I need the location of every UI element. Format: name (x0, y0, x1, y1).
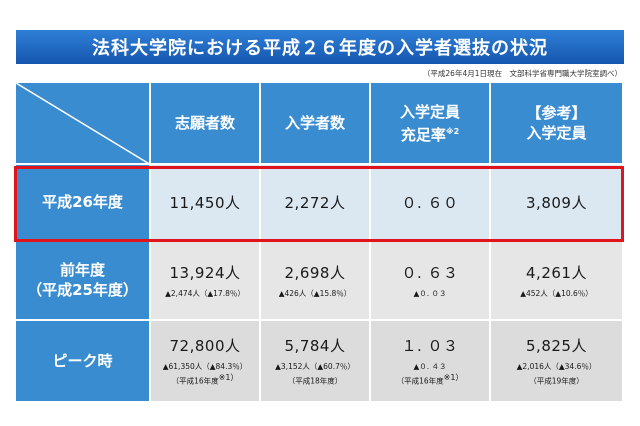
table-cell: 11,450人 (151, 165, 261, 241)
cell-value: 11,450人 (169, 193, 241, 212)
cell-change: ▲０. ０３ (413, 288, 447, 298)
table-cell: 2,698人 ▲426人（▲15.8％） (261, 241, 371, 321)
cell-peak-year: （平成16年度※1） (396, 373, 464, 386)
cell-change: ▲426人（▲15.8％） (278, 288, 352, 298)
column-header-applicants: 志願者数 (151, 83, 261, 165)
cell-value: 2,272人 (284, 193, 346, 212)
column-header-label: 志願者数 (174, 114, 235, 132)
table-cell: 3,809人 (491, 165, 624, 241)
cell-value: １. ０３ (401, 337, 459, 356)
table-cell: 2,272人 (261, 165, 371, 241)
cell-change: ▲０. ４３ (413, 362, 447, 372)
column-header-label-line2: 充足率※2 (400, 125, 460, 144)
cell-value: 3,809人 (526, 193, 587, 212)
column-header-fill-rate: 入学定員 充足率※2 (371, 83, 491, 165)
cell-change: ▲3,152人（▲60.7％） (275, 362, 355, 372)
cell-peak-year: （平成19年度） (529, 376, 584, 386)
cell-change: ▲452人（▲10.6％） (520, 288, 593, 298)
row-header-label: ピーク時 (52, 352, 113, 370)
column-header-label: 入学定員 (399, 102, 460, 121)
table-cell: 72,800人 ▲61,350人（▲84.3％） （平成16年度※1） (151, 321, 261, 403)
cell-change: ▲61,350人（▲84.3％） (162, 362, 248, 372)
row-header-label-line2: （平成25年度） (27, 281, 138, 299)
corner-diagonal (16, 83, 151, 165)
column-header-capacity: 【参考】 入学定員 (491, 83, 624, 165)
cell-peak-year: （平成18年度） (287, 376, 343, 386)
cell-value: 4,261人 (526, 263, 587, 282)
table-corner (16, 83, 151, 165)
footnote-mark: ※2 (445, 126, 460, 136)
row-header-label: 平成26年度 (42, 193, 123, 211)
page-title: 法科大学院における平成２６年度の入学者選抜の状況 (16, 30, 624, 64)
column-header-enrolled: 入学者数 (261, 83, 371, 165)
cell-value: 5,784人 (284, 337, 346, 356)
table-cell: 4,261人 ▲452人（▲10.6％） (491, 241, 624, 321)
column-header-label: 【参考】 (526, 104, 587, 122)
source-note: （平成26年4月1日現在 文部科学省専門職大学院室調べ） (422, 69, 622, 78)
table-cell: ０. ６３ ▲０. ０３ (371, 241, 491, 321)
table-cell: ０. ６０ (371, 165, 491, 241)
cell-change: ▲2,016人（▲34.6％） (516, 362, 597, 372)
cell-value: 13,924人 (169, 263, 241, 282)
admission-table: 志願者数 入学者数 入学定員 充足率※2 【参考】 入学定員 平成26年度 11… (16, 83, 624, 403)
cell-value: 2,698人 (284, 263, 346, 282)
cell-value: ０. ６０ (401, 193, 459, 212)
row-header-previous-year: 前年度 （平成25年度） (16, 241, 151, 321)
column-header-label: 入学者数 (284, 114, 345, 132)
cell-peak-year: （平成16年度※1） (171, 373, 239, 386)
row-header-peak: ピーク時 (16, 321, 151, 403)
cell-value: ０. ６３ (401, 263, 459, 282)
column-header-label-line2: 入学定員 (526, 124, 587, 142)
row-header-label: 前年度 (59, 261, 105, 279)
table-cell: 13,924人 ▲2,474人（▲17.8％） (151, 241, 261, 321)
cell-value: 5,825人 (526, 337, 587, 356)
cell-change: ▲2,474人（▲17.8％） (165, 288, 245, 298)
table-cell: １. ０３ ▲０. ４３ （平成16年度※1） (371, 321, 491, 403)
table-cell: 5,784人 ▲3,152人（▲60.7％） （平成18年度） (261, 321, 371, 403)
row-header-h26: 平成26年度 (16, 165, 151, 241)
cell-value: 72,800人 (169, 337, 241, 356)
table-cell: 5,825人 ▲2,016人（▲34.6％） （平成19年度） (491, 321, 624, 403)
